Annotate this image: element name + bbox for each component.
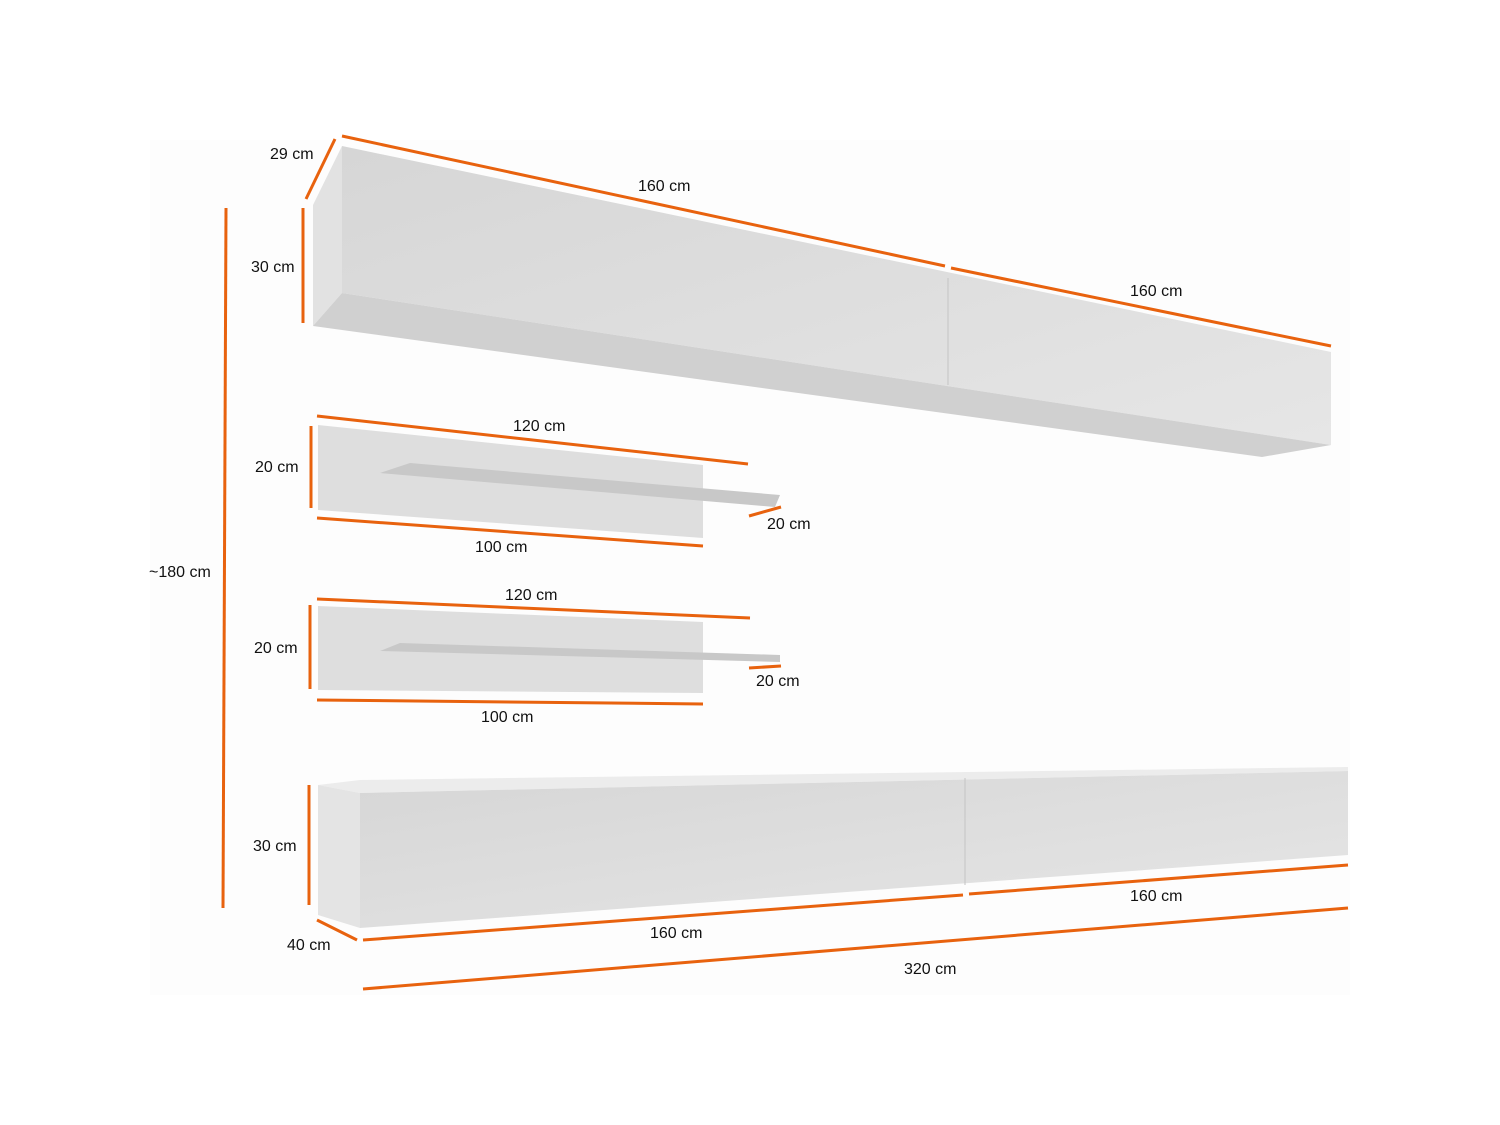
wall-shelf-2: [318, 606, 780, 693]
label-shelf1-depth: 20 cm: [767, 516, 811, 533]
label-top-width-left: 160 cm: [638, 178, 690, 195]
wall-shelf-1: [318, 425, 780, 538]
label-total-height: ~180 cm: [149, 564, 211, 581]
label-bottom-height: 30 cm: [253, 838, 297, 855]
label-top-height: 30 cm: [251, 259, 295, 276]
label-bottom-depth: 40 cm: [287, 937, 331, 954]
label-top-depth: 29 cm: [270, 146, 314, 163]
label-top-width-right: 160 cm: [1130, 283, 1182, 300]
label-shelf1-width: 120 cm: [513, 418, 565, 435]
label-shelf2-height: 20 cm: [254, 640, 298, 657]
bottom-tv-cabinet: [318, 767, 1348, 928]
dimension-lines: [221, 134, 1349, 991]
dimension-labels: 29 cm 160 cm 30 cm 160 cm 120 cm 20 cm 2…: [149, 146, 1182, 978]
label-shelf1-panel-width: 100 cm: [475, 539, 527, 556]
label-bottom-width-right: 160 cm: [1130, 888, 1182, 905]
label-shelf2-panel-width: 100 cm: [481, 709, 533, 726]
label-bottom-width-left: 160 cm: [650, 925, 702, 942]
label-shelf1-height: 20 cm: [255, 459, 299, 476]
label-shelf2-depth: 20 cm: [756, 673, 800, 690]
top-wall-cabinet: [313, 146, 1331, 457]
label-bottom-total-width: 320 cm: [904, 961, 956, 978]
label-shelf2-width: 120 cm: [505, 587, 557, 604]
